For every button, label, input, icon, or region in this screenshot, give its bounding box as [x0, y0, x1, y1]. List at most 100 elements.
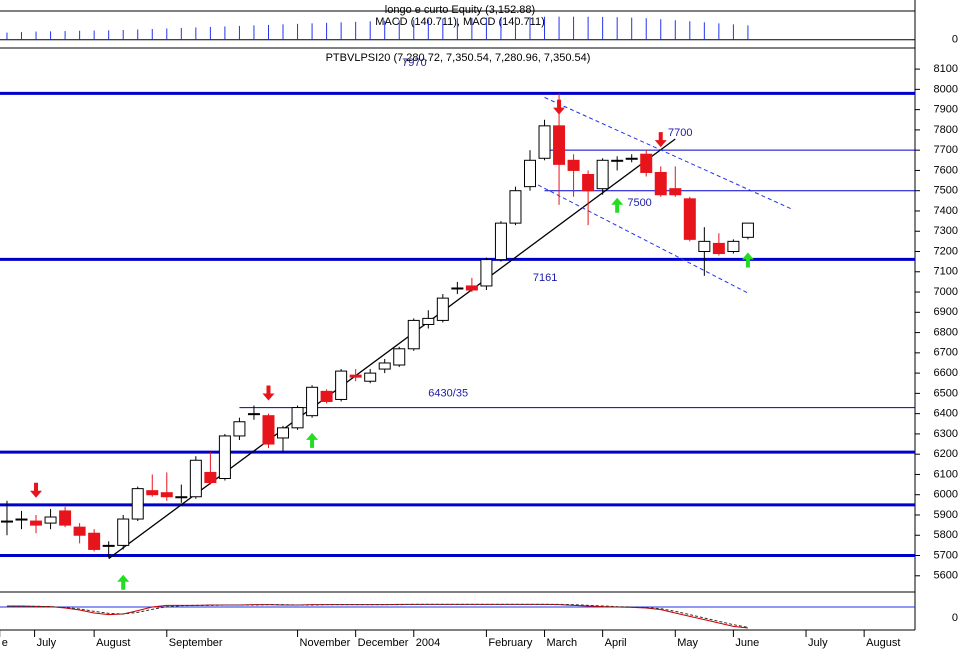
candle-body: [451, 287, 464, 290]
candle-body: [393, 348, 406, 366]
y-tick-label: 5700: [934, 549, 958, 561]
x-tick-label: December: [358, 637, 409, 649]
candle-body: [102, 544, 115, 547]
candle-body: [233, 421, 246, 437]
y-tick-label: 0: [952, 34, 958, 46]
candle-body: [44, 516, 57, 524]
candle-body: [277, 427, 290, 439]
sell-arrow: [654, 132, 667, 148]
candle-body: [422, 317, 435, 325]
candle-body: [727, 240, 740, 253]
candle-body: [683, 198, 696, 240]
y-tick-label: 5600: [934, 570, 958, 582]
x-tick-label: August: [96, 637, 130, 649]
candle-body: [407, 319, 420, 350]
annotation: 7500: [627, 197, 651, 209]
candle-body: [465, 285, 478, 291]
candle-body: [306, 386, 319, 417]
candle-body: [509, 190, 522, 224]
candle-body: [567, 159, 580, 171]
candle-body: [160, 492, 173, 498]
y-tick-label: 7000: [934, 286, 958, 298]
candle-body: [247, 413, 260, 416]
annotation: 7700: [668, 127, 692, 139]
sell-arrow: [262, 385, 275, 401]
candle-body: [335, 370, 348, 400]
candle-body: [146, 490, 159, 496]
candle-body: [262, 415, 275, 445]
y-tick-label: 5900: [934, 509, 958, 521]
candle-body: [669, 188, 682, 196]
candle-body: [698, 240, 711, 253]
y-tick-label: 6600: [934, 367, 958, 379]
x-tick-label: August: [866, 637, 900, 649]
trend-line: [108, 138, 676, 560]
x-tick-label: July: [37, 637, 57, 649]
x-tick-label: June: [735, 637, 759, 649]
x-tick-label: April: [605, 637, 627, 649]
sell-arrow: [30, 482, 43, 498]
candle-body: [480, 259, 493, 287]
candle-body: [189, 459, 202, 498]
candle-body: [596, 159, 609, 190]
candle-body: [538, 125, 551, 159]
x-tick-label: May: [677, 637, 698, 649]
y-tick-label: 5800: [934, 529, 958, 541]
x-tick-label: 2004: [416, 637, 440, 649]
candle-body: [553, 125, 566, 165]
candle-body: [349, 374, 362, 378]
y-tick-label: 7800: [934, 124, 958, 136]
candle-body: [218, 435, 231, 480]
candle-body: [436, 297, 449, 321]
y-tick-label: 6500: [934, 387, 958, 399]
buy-arrow: [611, 197, 624, 213]
candle-body: [59, 510, 72, 526]
y-tick-label: 7600: [934, 164, 958, 176]
candle-body: [175, 496, 188, 499]
y-tick-label: 7200: [934, 245, 958, 257]
y-tick-label: 6000: [934, 489, 958, 501]
candle-body: [625, 157, 638, 160]
candle-body: [712, 242, 725, 255]
candle-body: [654, 171, 667, 196]
y-tick-label: 7100: [934, 266, 958, 278]
sell-arrow: [553, 99, 566, 115]
candle-body: [15, 518, 28, 521]
y-tick-label: 6800: [934, 326, 958, 338]
candle-body: [320, 390, 333, 402]
y-tick-label: 6700: [934, 347, 958, 359]
annotation: 7161: [533, 272, 557, 284]
y-tick-label: 7500: [934, 185, 958, 197]
y-tick-label: 6300: [934, 428, 958, 440]
candle-body: [131, 488, 144, 520]
annotation: 6430/35: [428, 387, 468, 399]
candle-body: [30, 520, 43, 526]
y-tick-label: 6900: [934, 306, 958, 318]
candle-body: [378, 362, 391, 370]
y-tick-label: 8100: [934, 63, 958, 75]
buy-arrow: [117, 574, 130, 590]
buy-arrow: [306, 432, 319, 448]
x-tick-label: e: [2, 637, 8, 649]
candle-body: [0, 520, 13, 523]
y-tick-label: 7700: [934, 144, 958, 156]
candle-body: [611, 159, 624, 162]
annotation: 7970: [402, 57, 426, 69]
candle-body: [494, 222, 507, 261]
candle-body: [117, 518, 130, 546]
panel-title: MACD (140.711), MACD (140.711): [375, 16, 545, 28]
oscillator-line: [6, 603, 749, 628]
buy-arrow: [741, 252, 754, 268]
y-tick-label: 8000: [934, 83, 958, 95]
channel-line: [544, 97, 792, 210]
chart-title: PTBVLPSI20 (7,280.72, 7,350.54, 7,280.96…: [326, 52, 591, 64]
x-tick-label: March: [547, 637, 578, 649]
candle-body: [523, 159, 536, 188]
x-tick-label: September: [169, 637, 223, 649]
y-tick-label: 7400: [934, 205, 958, 217]
candle-body: [582, 173, 595, 192]
candle-body: [73, 526, 86, 536]
y-tick-label: 6400: [934, 408, 958, 420]
